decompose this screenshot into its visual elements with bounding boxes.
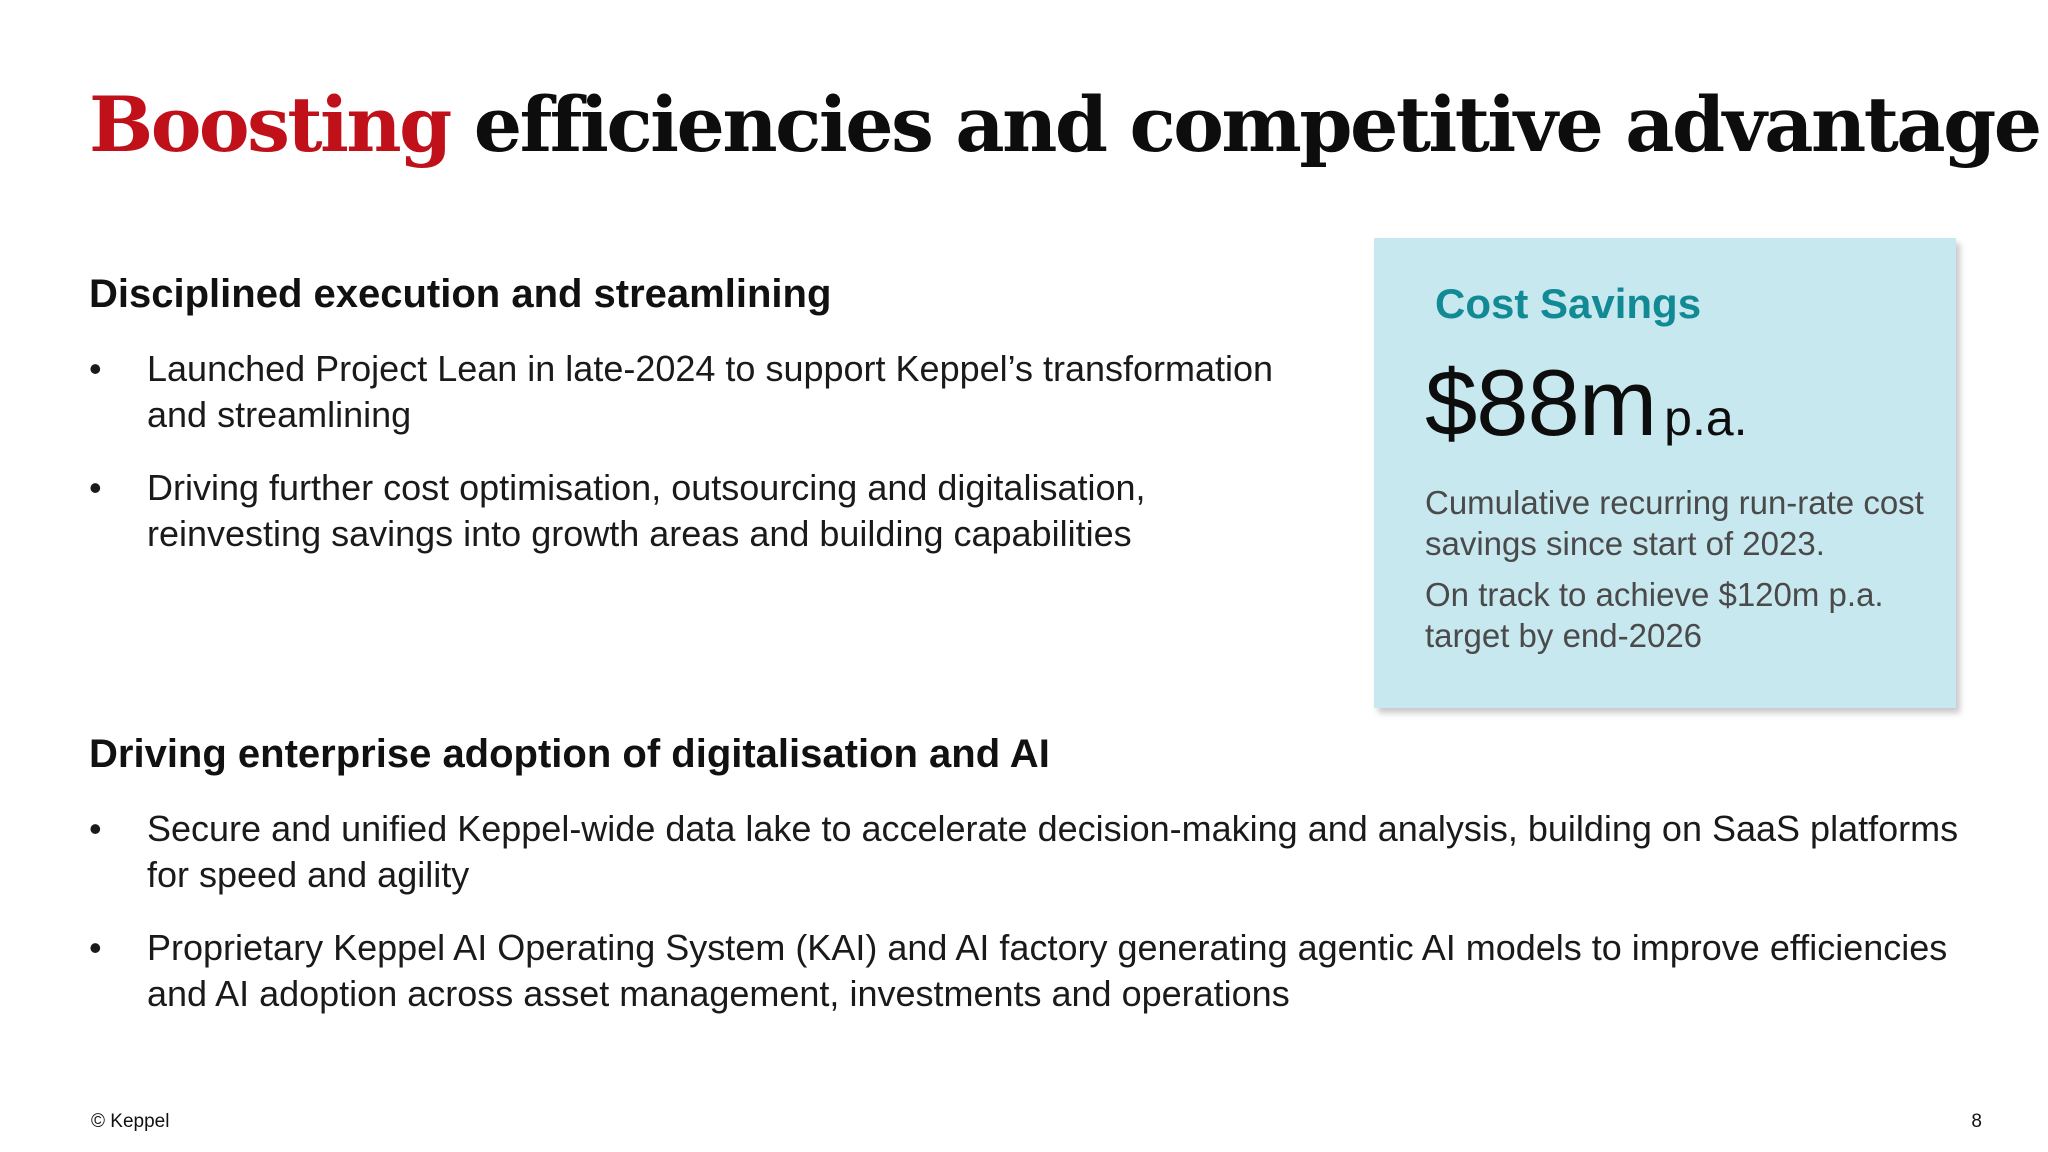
bullet-icon: • [89, 348, 102, 389]
list-item: • Secure and unified Keppel-wide data la… [89, 806, 1959, 898]
page-title: Boosting efficiencies and competitive ad… [89, 70, 2042, 180]
section-heading-execution: Disciplined execution and streamlining [89, 272, 832, 316]
bullet-text: Secure and unified Keppel-wide data lake… [147, 808, 1959, 895]
cost-savings-unit: p.a. [1664, 390, 1748, 446]
digitalisation-bullet-list: • Secure and unified Keppel-wide data la… [89, 806, 1959, 1044]
page-number: 8 [1971, 1111, 1982, 1132]
bullet-text: Proprietary Keppel AI Operating System (… [147, 927, 1948, 1014]
card-title: Cost Savings [1435, 280, 1702, 327]
execution-bullet-list: • Launched Project Lean in late-2024 to … [89, 346, 1309, 584]
bullet-text: Driving further cost optimisation, outso… [147, 467, 1146, 554]
list-item: • Driving further cost optimisation, out… [89, 465, 1309, 557]
bullet-icon: • [89, 927, 102, 968]
copyright: © Keppel [91, 1111, 170, 1132]
card-note-cumulative: Cumulative recurring run-rate cost savin… [1425, 484, 1924, 562]
bullet-icon: • [89, 467, 102, 508]
cost-savings-card: Cost Savings $88m p.a. Cumulative recurri… [1374, 238, 1956, 708]
bullet-text: Launched Project Lean in late-2024 to su… [147, 348, 1274, 435]
cost-savings-value: $88m [1425, 350, 1657, 455]
title-rest: efficiencies and competitive advantage [449, 80, 2042, 169]
list-item: • Proprietary Keppel AI Operating System… [89, 925, 1959, 1017]
list-item: • Launched Project Lean in late-2024 to … [89, 346, 1309, 438]
card-note-target: On track to achieve $120m p.a. target by… [1425, 576, 1884, 654]
cost-savings-figure: $88m p.a. [1425, 348, 1748, 473]
title-accent: Boosting [89, 80, 452, 169]
section-heading-digitalisation: Driving enterprise adoption of digitalis… [89, 732, 1050, 776]
bullet-icon: • [89, 808, 102, 849]
